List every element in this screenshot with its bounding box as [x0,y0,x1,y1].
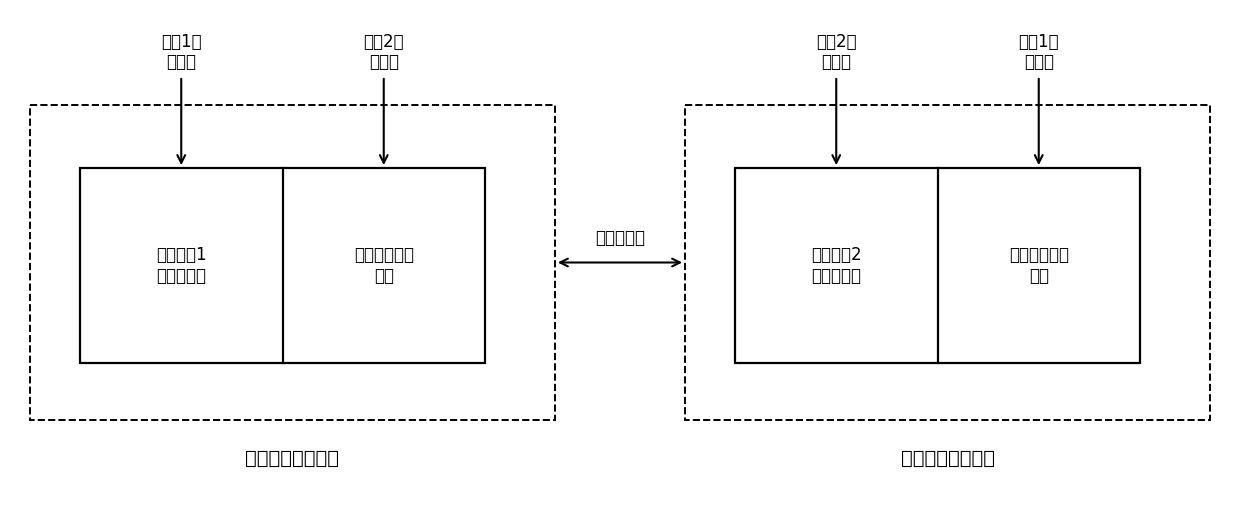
Bar [30,105,556,420]
Text: 卫星1初
始条件: 卫星1初 始条件 [1018,32,1059,72]
Text: 仿真系统2
动力学模型: 仿真系统2 动力学模型 [811,246,862,285]
Bar [684,105,1210,420]
Bar [735,168,1140,363]
Text: 卫星2初
始条件: 卫星2初 始条件 [363,32,404,72]
Text: 卫星1初
始条件: 卫星1初 始条件 [161,32,202,72]
Text: 卫星2初
始条件: 卫星2初 始条件 [816,32,857,72]
Text: 第一仿真测试系统: 第一仿真测试系统 [246,449,340,468]
Text: 它星轨道数字
模型: 它星轨道数字 模型 [1009,246,1069,285]
Text: 第二仿真测试系统: 第二仿真测试系统 [900,449,994,468]
Text: 双系统通讯: 双系统通讯 [595,229,645,247]
Bar [81,168,485,363]
Text: 它星轨道数字
模型: 它星轨道数字 模型 [353,246,414,285]
Text: 仿真系统1
动力学模型: 仿真系统1 动力学模型 [156,246,207,285]
